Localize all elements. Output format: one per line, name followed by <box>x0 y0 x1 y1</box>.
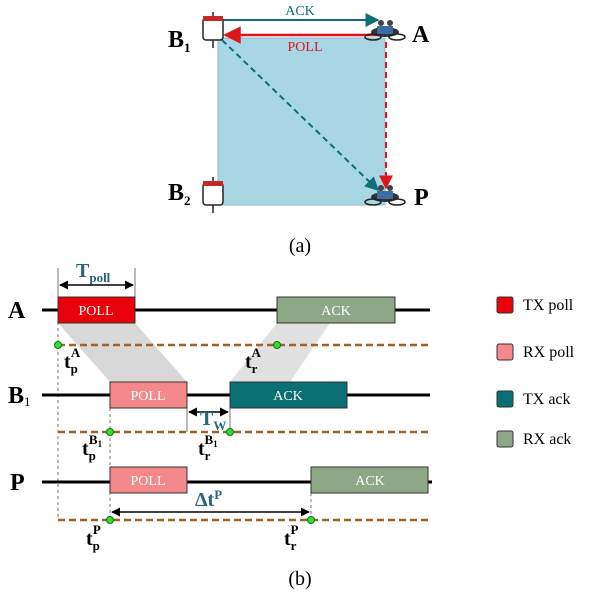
shape <box>227 429 234 436</box>
legend-swatch <box>497 391 513 407</box>
legend-label: TX poll <box>523 297 574 314</box>
drone-icon <box>365 20 405 40</box>
text-part: 1 <box>98 439 103 449</box>
legend-label: RX poll <box>523 344 575 361</box>
time-label: trB1 <box>198 432 218 463</box>
text-part: W <box>213 418 226 433</box>
text-part: 1 <box>213 439 218 449</box>
node-label: A <box>412 22 430 48</box>
t-poll: Tpoll <box>76 260 111 285</box>
ack-label: ACK <box>285 4 315 19</box>
text-part: B <box>168 27 184 53</box>
diagram: ACK POLL B1 A B2 P (a) <box>0 0 590 601</box>
time-label: tpA <box>64 345 81 376</box>
time-label: tpP <box>86 522 101 553</box>
shape <box>55 342 62 349</box>
text-part: 1 <box>184 40 191 55</box>
time-label: trP <box>284 522 298 553</box>
text-part: 1 <box>24 394 31 409</box>
anchor-icon <box>203 177 223 213</box>
text-part: P <box>10 470 25 496</box>
shape <box>107 429 114 436</box>
node-label: P <box>414 185 429 211</box>
text-part: p <box>71 361 78 376</box>
text-part: T <box>200 408 214 430</box>
text-part: P <box>414 185 429 211</box>
legend: TX poll RX poll TX ack RX ack <box>497 297 575 448</box>
legend-label: TX ack <box>523 391 571 408</box>
shape <box>308 517 315 524</box>
text-part: r <box>252 361 258 376</box>
row-label: P <box>10 470 25 496</box>
legend-label: RX ack <box>523 431 571 448</box>
node-label: B1 <box>168 27 191 55</box>
part-a: ACK POLL B1 A B2 P (a) <box>168 4 430 257</box>
text-part: B <box>89 432 98 447</box>
delta-t: ΔtP <box>195 487 222 511</box>
row-label: A <box>8 298 26 324</box>
box-label: ACK <box>273 389 303 404</box>
area <box>218 38 385 205</box>
text-part: poll <box>89 270 110 285</box>
text-part: A <box>8 298 26 324</box>
text-part: A <box>71 345 81 360</box>
legend-swatch <box>497 344 513 360</box>
legend-swatch <box>497 431 513 447</box>
poll-label: POLL <box>288 40 323 55</box>
text-part: r <box>205 448 211 463</box>
text-part: 2 <box>184 193 191 208</box>
text-part: r <box>291 538 297 553</box>
text-part: Δt <box>195 489 215 511</box>
text-part: p <box>93 538 100 553</box>
box-label: POLL <box>131 474 166 489</box>
text-part: A <box>412 22 430 48</box>
text-part: B <box>8 383 24 409</box>
part-b: POLL ACK POLL ACK POLL ACK Tpoll TW ΔtP … <box>8 260 432 590</box>
box-label: ACK <box>355 474 385 489</box>
node-label: B2 <box>168 180 191 208</box>
text-part: T <box>76 260 90 282</box>
caption: (a) <box>289 235 311 257</box>
text-part: P <box>214 487 222 502</box>
caption: (b) <box>288 568 311 590</box>
shape <box>274 342 281 349</box>
shape <box>107 517 114 524</box>
text-part: B <box>204 432 213 447</box>
text-part: P <box>290 522 298 537</box>
box-label: POLL <box>131 389 166 404</box>
box-label: POLL <box>79 304 114 319</box>
text-part: A <box>251 345 261 360</box>
time-label: tpB1 <box>82 432 103 463</box>
text-part: P <box>93 522 101 537</box>
box-label: ACK <box>321 304 351 319</box>
text-part: p <box>89 448 96 463</box>
legend-swatch <box>497 297 513 313</box>
row-label: B1 <box>8 383 31 409</box>
text-part: B <box>168 180 184 206</box>
